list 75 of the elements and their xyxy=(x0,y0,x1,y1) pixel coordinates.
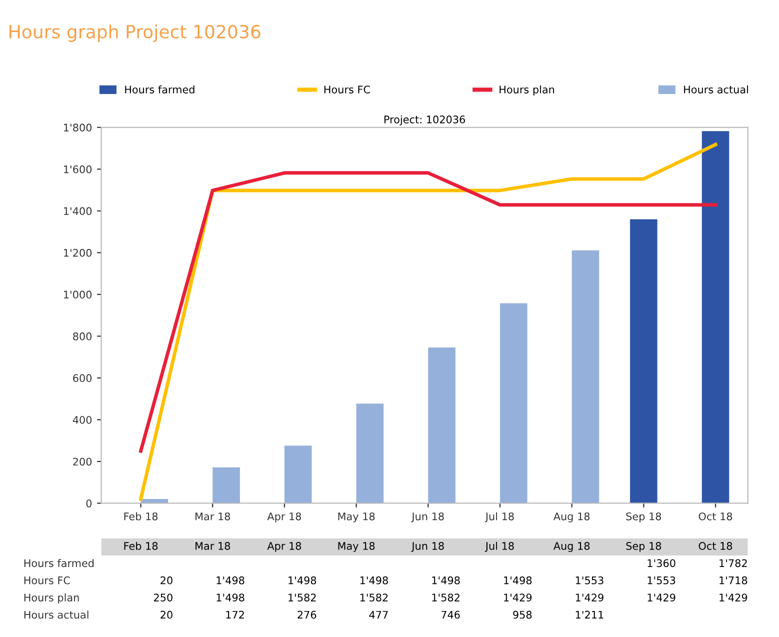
legend-label: Hours FC xyxy=(324,86,370,94)
data-label: 1'498 xyxy=(216,576,244,584)
data-label: 1'553 xyxy=(648,576,676,584)
data-label: 172 xyxy=(226,610,244,619)
category-label: Jun 18 xyxy=(411,542,444,552)
chart-title: Hours graph Project 102036 xyxy=(10,24,260,42)
x-tick-label: May 18 xyxy=(338,512,375,522)
bar xyxy=(212,467,240,504)
text: Hours actual xyxy=(24,610,88,619)
category-label: Feb 18 xyxy=(124,542,158,550)
data-label: 1'582 xyxy=(288,594,316,602)
category-label: Sep 18 xyxy=(626,542,662,552)
data-label: 250 xyxy=(154,594,172,602)
data-label: 1'718 xyxy=(720,576,748,584)
data-label: 1'498 xyxy=(288,576,316,584)
legend-label: Hours farmed xyxy=(125,85,194,94)
data-label: 746 xyxy=(441,610,460,619)
category-label: Oct 18 xyxy=(698,542,732,550)
legend-label: Hours actual xyxy=(684,85,748,94)
x-tick-label: Aug 18 xyxy=(553,512,590,522)
x-tick-label: Oct 18 xyxy=(698,512,732,520)
data-label: 1'429 xyxy=(576,594,604,602)
data-label: 1'498 xyxy=(360,576,388,584)
data-label: 1'360 xyxy=(648,559,676,568)
bar xyxy=(702,131,730,504)
y-tick-label: 1'000 xyxy=(64,290,92,299)
data-label: 1'782 xyxy=(720,559,747,568)
data-label: 1'429 xyxy=(504,594,532,602)
data-label: 1'582 xyxy=(432,594,460,602)
y-tick-label: 0 xyxy=(86,499,92,508)
bar xyxy=(284,446,312,504)
x-tick-label: Jun 18 xyxy=(411,512,444,522)
category-label: Aug 18 xyxy=(553,542,590,552)
data-label: 20 xyxy=(160,610,172,619)
y-tick-label: 800 xyxy=(73,332,92,340)
data-label: 1'429 xyxy=(648,594,676,602)
text: Hours farmed xyxy=(24,559,94,568)
y-tick-label: 1'800 xyxy=(64,124,92,132)
data-label: 1'498 xyxy=(432,576,460,584)
category-label: Mar 18 xyxy=(196,542,230,550)
chart-subtitle: Project: 102036 xyxy=(384,115,466,126)
data-label: 1'498 xyxy=(504,576,532,584)
bar xyxy=(500,303,528,504)
line-series xyxy=(139,142,718,501)
bar xyxy=(572,250,600,504)
y-tick-label: 1'400 xyxy=(64,207,92,216)
text: Hours plan xyxy=(24,593,79,604)
data-label: 1'553 xyxy=(576,576,604,584)
line-series xyxy=(139,171,718,453)
data-label: 477 xyxy=(369,610,388,619)
x-tick-label: Jul 18 xyxy=(484,512,514,522)
y-tick-label: 600 xyxy=(73,374,92,382)
y-tick-label: 200 xyxy=(73,458,92,466)
category-label: May 18 xyxy=(338,542,375,552)
data-label: 958 xyxy=(513,610,532,619)
category-label: Apr 18 xyxy=(267,542,302,552)
y-tick-label: 1'200 xyxy=(64,248,92,257)
bar xyxy=(356,404,384,504)
x-tick-label: Sep 18 xyxy=(626,512,662,522)
x-tick-label: Apr 18 xyxy=(267,512,302,522)
data-label: 1'429 xyxy=(720,594,748,602)
text: Hours FC xyxy=(24,576,70,584)
bar xyxy=(630,219,658,504)
x-tick-label: Mar 18 xyxy=(196,512,230,520)
category-label: Jul 18 xyxy=(484,542,514,552)
data-label: 1'582 xyxy=(360,594,388,602)
x-tick-label: Feb 18 xyxy=(124,512,158,520)
legend-label: Hours plan xyxy=(500,85,554,96)
y-tick-label: 1'600 xyxy=(64,165,92,174)
y-tick-label: 400 xyxy=(72,416,92,424)
data-label: 1'211 xyxy=(576,610,604,619)
data-label: 276 xyxy=(298,610,316,619)
data-label: 1'498 xyxy=(216,594,244,602)
bar xyxy=(428,347,456,504)
data-label: 20 xyxy=(160,576,172,584)
